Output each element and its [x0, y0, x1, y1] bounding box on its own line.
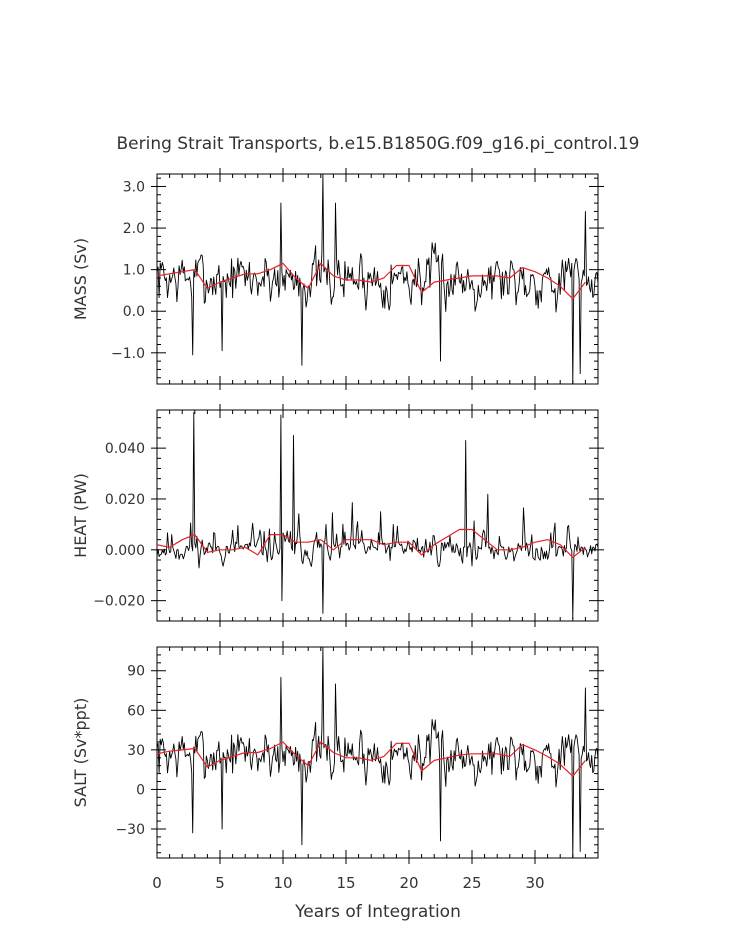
x-tick-label: 5	[215, 874, 225, 892]
mass-monthly-series-line	[157, 174, 598, 384]
x-tick-label: 20	[399, 874, 418, 892]
mass-y-tick-label: 3.0	[123, 179, 145, 195]
x-tick-label: 10	[273, 874, 292, 892]
heat-y-axis-label: HEAT (PW)	[71, 473, 90, 558]
heat-y-tick-label: 0.020	[105, 492, 145, 508]
mass-y-tick-label: 2.0	[123, 221, 145, 237]
heat-y-tick-label: 0.040	[105, 441, 145, 457]
mass-y-tick-label: 0.0	[123, 304, 145, 320]
salt-y-tick-label: 60	[127, 703, 145, 719]
x-tick-label: 15	[336, 874, 355, 892]
x-tick-label: 25	[462, 874, 481, 892]
x-tick-label: 0	[152, 874, 162, 892]
heat-y-tick-label: −0.020	[93, 594, 145, 610]
heat-monthly-series-line	[157, 412, 598, 619]
figure-title: Bering Strait Transports, b.e15.B1850G.f…	[116, 134, 639, 154]
panel-heat: −0.020 0.000 0.020 0.040 HEAT (PW)	[71, 404, 604, 627]
salt-y-tick-label: 90	[127, 664, 145, 680]
salt-y-axis-label: SALT (Sv*ppt)	[71, 698, 90, 808]
salt-plot-frame	[156, 646, 599, 859]
heat-plot-frame	[156, 409, 599, 622]
mass-y-tick-label: 1.0	[123, 263, 145, 279]
x-tick-label: 30	[525, 874, 544, 892]
mass-y-axis-label: MASS (Sv)	[71, 238, 90, 320]
salt-y-tick-label: 0	[136, 782, 145, 798]
heat-annual-series-line	[157, 528, 586, 558]
mass-annual-series-line	[157, 262, 586, 300]
salt-y-tick-label: −30	[115, 822, 145, 838]
salt-annual-series-line	[157, 741, 586, 777]
heat-y-tick-label: 0.000	[105, 543, 145, 559]
salt-y-tick-label: 30	[127, 743, 145, 759]
panel-salt: −30 0 30 60 90 0 5 10 15 20 25 30 SALT (Sv*ppt)	[71, 641, 604, 892]
salt-monthly-series-line	[157, 647, 598, 858]
x-axis-label: Years of Integration	[294, 902, 461, 922]
mass-y-tick-label: −1.0	[111, 346, 145, 362]
panel-mass: −1.0 0.0 1.0 2.0 3.0 MASS (Sv)	[71, 168, 604, 390]
